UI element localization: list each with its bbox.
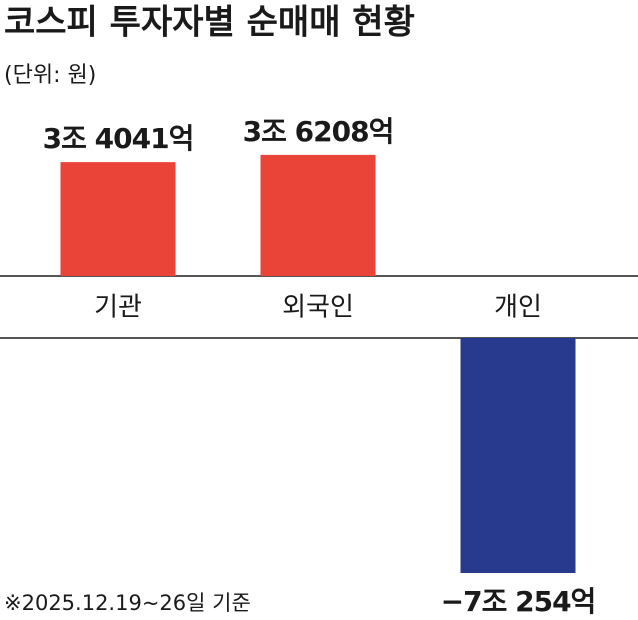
x-tick-label: 외국인 — [282, 293, 354, 323]
x-tick-label: 개인 — [494, 293, 542, 323]
value-label: 3조 6208억 — [243, 115, 394, 148]
bar — [460, 338, 576, 573]
note: ※2025.12.19~26일 기준 — [4, 591, 251, 615]
bar — [60, 162, 176, 276]
x-tick-label: 기관 — [94, 293, 142, 323]
value-label: 3조 4041억 — [43, 122, 194, 155]
chart-subtitle: (단위: 원) — [4, 63, 96, 88]
value-label: −7조 254억 — [441, 585, 596, 618]
bar — [260, 154, 376, 276]
chart-title: 코스피 투자자별 순매매 현황 — [4, 3, 415, 43]
